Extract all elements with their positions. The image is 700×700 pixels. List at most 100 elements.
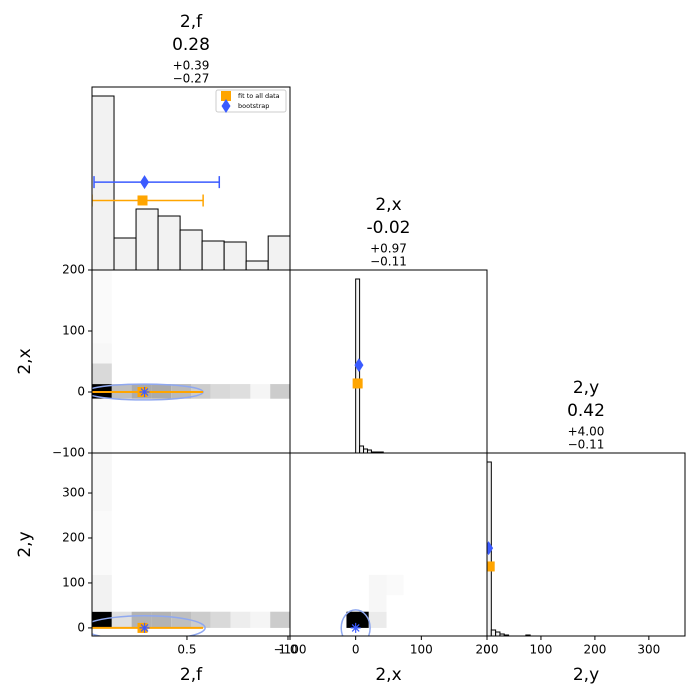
panel-plus: +4.00 bbox=[568, 425, 605, 439]
y-axis-label: 2,x bbox=[15, 348, 35, 374]
y-axis-label: 2,y bbox=[15, 531, 35, 557]
marker-diamond bbox=[140, 175, 150, 190]
hist2d-cell bbox=[92, 270, 112, 344]
hist2d-cell bbox=[92, 343, 112, 364]
y-tick-label: 0 bbox=[77, 620, 85, 634]
panel-value: -0.02 bbox=[367, 218, 411, 238]
x-tick-label: 0.5 bbox=[177, 643, 196, 657]
hist-bar bbox=[157, 215, 181, 270]
hist-bar bbox=[223, 241, 247, 270]
x-axis-label: 2,y bbox=[573, 665, 599, 685]
panel-minus: −0.11 bbox=[370, 255, 407, 269]
panel-value: 0.28 bbox=[172, 35, 210, 55]
confidence-ellipse bbox=[340, 609, 371, 636]
panel: 2,f 0.28 +0.39−0.27 fit to all data bootstra… bbox=[91, 12, 291, 271]
hist-bar bbox=[179, 229, 203, 270]
hist2d-cell bbox=[210, 384, 231, 399]
error-bar bbox=[92, 194, 204, 207]
marker-star bbox=[350, 622, 361, 633]
hist2d-cell bbox=[92, 398, 112, 453]
marker-diamond bbox=[354, 358, 364, 373]
hist2d-cell bbox=[92, 363, 112, 385]
hist-bar bbox=[201, 240, 225, 270]
hist-bar bbox=[359, 445, 365, 453]
hist2d-cell bbox=[368, 574, 387, 612]
hist-bar bbox=[113, 237, 137, 270]
panel: −100 0 100 200 2,x bbox=[15, 263, 291, 460]
x-tick-label: 0 bbox=[352, 643, 360, 657]
legend-box bbox=[215, 89, 287, 113]
hist2d-cell bbox=[270, 611, 290, 628]
y-tick-label: 100 bbox=[62, 324, 85, 338]
x-tick-label: 200 bbox=[583, 643, 606, 657]
panel-plus: +0.39 bbox=[173, 59, 210, 73]
panel-frame bbox=[91, 269, 291, 454]
panel-minus: −0.11 bbox=[568, 438, 605, 452]
panel: −100 0 100 200 2,x bbox=[274, 452, 499, 685]
hist-bar bbox=[490, 629, 497, 636]
legend-label: fit to all data bbox=[238, 92, 280, 100]
x-tick-label: 100 bbox=[529, 643, 552, 657]
hist2d-cell bbox=[171, 611, 191, 628]
error-bar bbox=[93, 176, 221, 189]
panel: 0.5 1.0 0 100 200 300 2,f 2,y bbox=[15, 452, 298, 685]
hist2d-cell bbox=[346, 611, 369, 628]
marker-square bbox=[352, 378, 363, 389]
hist-bar bbox=[135, 208, 159, 270]
y-tick-label: −100 bbox=[52, 446, 85, 460]
panel-value: 0.42 bbox=[567, 401, 605, 421]
plot-area bbox=[352, 278, 384, 453]
hist2d-cell bbox=[368, 611, 387, 628]
y-tick-label: 300 bbox=[62, 486, 85, 500]
hist-bar bbox=[92, 95, 115, 270]
y-tick-label: 0 bbox=[77, 385, 85, 399]
hist2d-cell bbox=[191, 611, 211, 628]
hist-bar bbox=[267, 235, 290, 270]
panel-title: 2,f bbox=[180, 12, 203, 32]
x-tick-label: 100 bbox=[410, 643, 433, 657]
hist2d-cell bbox=[92, 574, 112, 612]
y-tick-label: 200 bbox=[62, 263, 85, 277]
marker-star bbox=[139, 622, 150, 633]
panel: 2,y 0.42 +4.00−0.11 0 100 200 300 2,y bbox=[483, 378, 686, 685]
x-axis-label: 2,f bbox=[180, 665, 203, 685]
panel-title: 2,y bbox=[573, 378, 599, 398]
hist2d-cell bbox=[92, 453, 112, 512]
panel-frame bbox=[289, 269, 488, 454]
marker-square bbox=[137, 195, 148, 206]
plot-area bbox=[92, 453, 290, 636]
legend-marker bbox=[221, 99, 231, 113]
x-tick-label: 0 bbox=[483, 643, 491, 657]
panel-frame bbox=[486, 452, 686, 637]
plot-area bbox=[487, 461, 531, 636]
panel-title: 2,x bbox=[375, 195, 401, 215]
hist2d-cell bbox=[270, 384, 290, 399]
hist2d-cell bbox=[386, 574, 404, 596]
y-tick-label: 200 bbox=[62, 530, 85, 544]
marker-star bbox=[139, 387, 150, 397]
x-tick-label: −100 bbox=[274, 643, 307, 657]
marker-diamond bbox=[487, 541, 494, 556]
panel-frame bbox=[289, 452, 488, 637]
hist2d-cell bbox=[210, 611, 231, 628]
marker-square bbox=[487, 561, 495, 572]
plot-area bbox=[92, 270, 290, 453]
hist2d-cell bbox=[151, 611, 172, 628]
legend-marker bbox=[221, 91, 231, 101]
hist2d-cell bbox=[230, 611, 251, 628]
x-tick-label: 200 bbox=[476, 643, 499, 657]
hist-bar bbox=[495, 631, 501, 636]
hist2d-cell bbox=[250, 611, 271, 628]
panel-plus: +0.97 bbox=[370, 242, 407, 256]
x-tick-label: 1.0 bbox=[278, 643, 297, 657]
confidence-ellipse bbox=[92, 615, 206, 636]
hist-bar bbox=[363, 448, 368, 453]
legend-label: bootstrap bbox=[238, 102, 269, 110]
panel: 2,x -0.02 +0.97−0.11 bbox=[289, 195, 488, 454]
hist2d-cell bbox=[92, 511, 112, 575]
plot-area bbox=[340, 574, 404, 636]
hist2d-cell bbox=[111, 611, 132, 628]
plot-area bbox=[92, 95, 290, 270]
x-axis-label: 2,x bbox=[375, 665, 401, 685]
x-tick-label: 300 bbox=[637, 643, 660, 657]
